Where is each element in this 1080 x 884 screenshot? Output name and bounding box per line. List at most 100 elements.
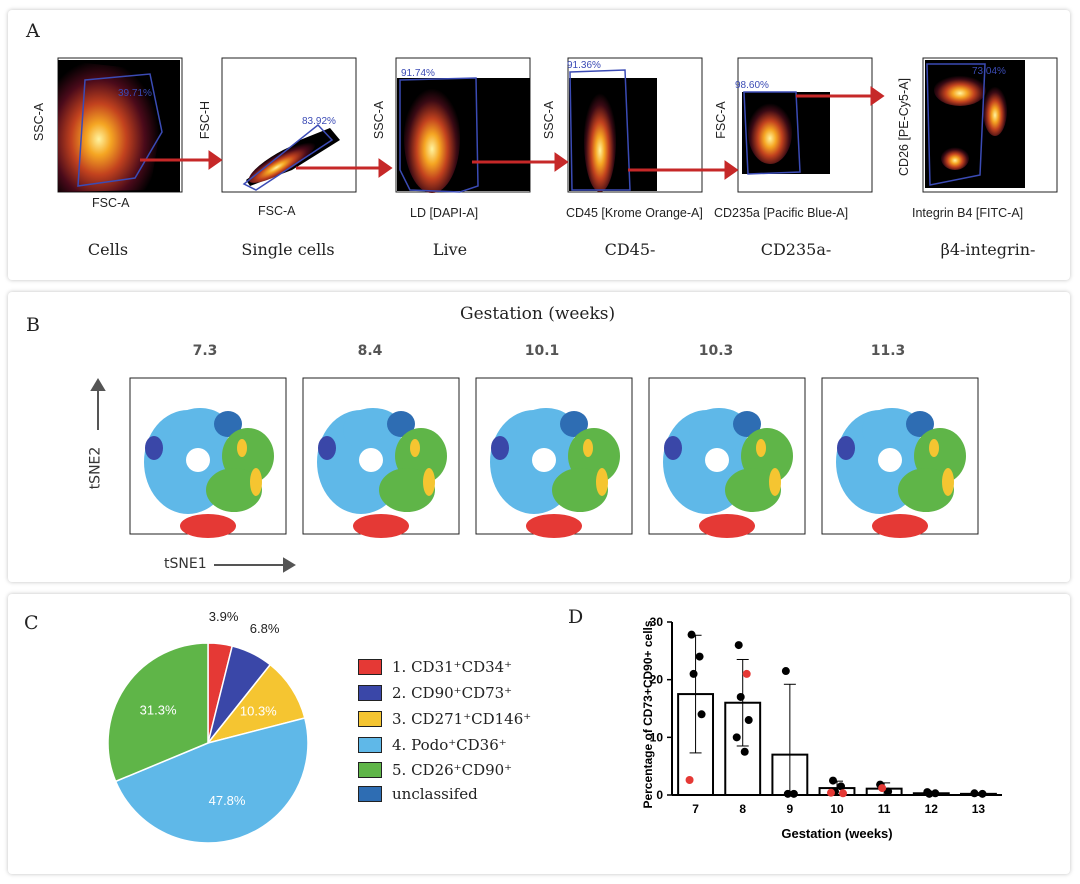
legend-text-1: 1. CD31⁺CD34⁺	[392, 658, 513, 676]
gate-1-caption: Cells	[87, 240, 129, 259]
pie-slice	[107, 642, 209, 783]
panel-b-title: Gestation (weeks)	[460, 304, 616, 324]
pie-label: 6.8%	[250, 621, 280, 636]
legend-text-2: 2. CD90⁺CD73⁺	[392, 684, 513, 702]
legend-item-5: 5. CD26⁺CD90⁺	[358, 760, 512, 780]
tsne-plots	[90, 377, 979, 573]
pie-label: 10.3%	[240, 703, 277, 718]
gate-2-xlabel: FSC-A	[258, 204, 296, 218]
tsne-title-5: 11.3	[870, 343, 906, 359]
tsne-title-2: 8.4	[357, 343, 383, 359]
gate-2-pct: 83.92%	[302, 116, 336, 127]
gate-4-pct: 91.36%	[567, 60, 601, 71]
legend-swatch-5	[358, 762, 382, 778]
x-tick-label: 9	[787, 802, 794, 816]
data-point	[829, 776, 837, 785]
gate-3-xlabel: LD [DAPI-A]	[410, 206, 479, 220]
legend-swatch-4	[358, 737, 382, 753]
tsne-title-3: 10.1	[524, 343, 560, 359]
legend-item-3: 3. CD271⁺CD146⁺	[358, 709, 531, 729]
pie-label: 31.3%	[140, 703, 177, 718]
gate-5-pct: 98.60%	[735, 80, 769, 91]
gate-plot-single-cells	[221, 57, 357, 193]
data-point	[742, 669, 751, 678]
bar-chart: 0 10 20 30 7 8 9 10 11 12 13 Gestation (weeks) Perce…	[641, 615, 1002, 841]
data-point	[970, 789, 979, 798]
gate-6-pct: 73.04%	[972, 66, 1006, 77]
data-point	[736, 692, 745, 701]
data-point	[685, 776, 694, 785]
gate-plot-live	[395, 57, 531, 193]
legend-item-2: 2. CD90⁺CD73⁺	[358, 683, 512, 703]
gate-1-ylabel: SSC-A	[32, 102, 47, 142]
gate-6-xlabel: Integrin B4 [FITC-A]	[912, 206, 1024, 220]
data-point	[697, 710, 706, 719]
tsne-plot-2	[302, 377, 460, 538]
gate-4-xlabel: CD45 [Krome Orange-A]	[566, 206, 703, 220]
legend-item-6: unclassifed	[358, 784, 478, 804]
gate-3-caption: Live	[432, 240, 468, 259]
gate-5-caption: CD235a-	[760, 240, 832, 259]
gate-4-caption: CD45-	[604, 240, 656, 259]
legend-swatch-6	[358, 786, 382, 802]
gate-plot-cd45	[567, 57, 703, 193]
gate-1-xlabel: FSC-A	[92, 196, 130, 210]
legend-swatch-1	[358, 659, 382, 675]
gate-plot-cells	[57, 57, 183, 193]
gate-3-ylabel: SSC-A	[372, 100, 387, 140]
data-point	[827, 788, 835, 797]
tsne-plot-3	[475, 377, 633, 538]
x-tick-label: 13	[972, 802, 986, 816]
data-point	[734, 641, 743, 650]
tsne-axis-arrows	[90, 378, 296, 573]
x-tick-label: 8	[739, 802, 746, 816]
gate-plot-cd235a	[737, 57, 873, 193]
data-point	[732, 733, 741, 742]
gate-2-caption: Single cells	[241, 240, 335, 259]
x-tick-label: 11	[878, 802, 891, 816]
legend-text-6: unclassifed	[392, 785, 478, 803]
legend-text-3: 3. CD271⁺CD146⁺	[392, 710, 532, 728]
data-point	[689, 669, 698, 678]
data-point	[789, 789, 798, 798]
gating-arrows	[140, 86, 885, 180]
y-tick-label: 20	[650, 673, 664, 687]
data-point	[839, 789, 847, 798]
data-point	[740, 747, 749, 756]
data-point	[695, 652, 704, 661]
data-point	[878, 784, 887, 793]
gate-6-caption: β4-integrin-	[940, 240, 1036, 259]
x-tick-label: 7	[692, 802, 699, 816]
tsne-plot-4	[648, 377, 806, 538]
panel-a: A	[8, 10, 1070, 280]
legend-item-1: 1. CD31⁺CD34⁺	[358, 657, 512, 677]
data-point	[783, 789, 792, 798]
gate-6-ylabel: CD26 [PE-Cy5-A]	[896, 78, 911, 176]
tsne-title-1: 7.3	[192, 343, 218, 359]
x-axis-label: Gestation (weeks)	[781, 826, 892, 841]
panel-d-label: D	[568, 606, 584, 628]
gate-1-pct: 39.71%	[118, 88, 152, 99]
panel-c-label: C	[24, 612, 39, 634]
gate-4-ylabel: SSC-A	[542, 100, 557, 140]
legend-swatch-2	[358, 685, 382, 701]
y-axis-label: Percentage of CD73+CD90+ cells	[641, 620, 655, 808]
gate-5-ylabel: FSC-A	[713, 101, 728, 139]
pie-label: 3.9%	[209, 609, 239, 624]
gate-5-xlabel: CD235a [Pacific Blue-A]	[714, 206, 849, 220]
gate-3-pct: 91.74%	[401, 68, 435, 79]
gating-plots	[57, 57, 1058, 193]
legend-text-5: 5. CD26⁺CD90⁺	[392, 761, 513, 779]
data-point	[978, 789, 987, 798]
pie-slice	[114, 717, 309, 844]
data-point	[837, 782, 845, 791]
legend-text-4: 4. Podo⁺CD36⁺	[392, 736, 507, 754]
y-tick-label: 30	[650, 615, 664, 629]
y-tick-label: 0	[656, 788, 663, 802]
y-tick-label: 10	[650, 730, 664, 744]
x-tick-label: 12	[925, 802, 939, 816]
legend-item-4: 4. Podo⁺CD36⁺	[358, 735, 507, 755]
data-point	[744, 716, 753, 725]
tsne-yaxis-label: tSNE2	[87, 446, 104, 490]
data-point	[931, 789, 940, 798]
